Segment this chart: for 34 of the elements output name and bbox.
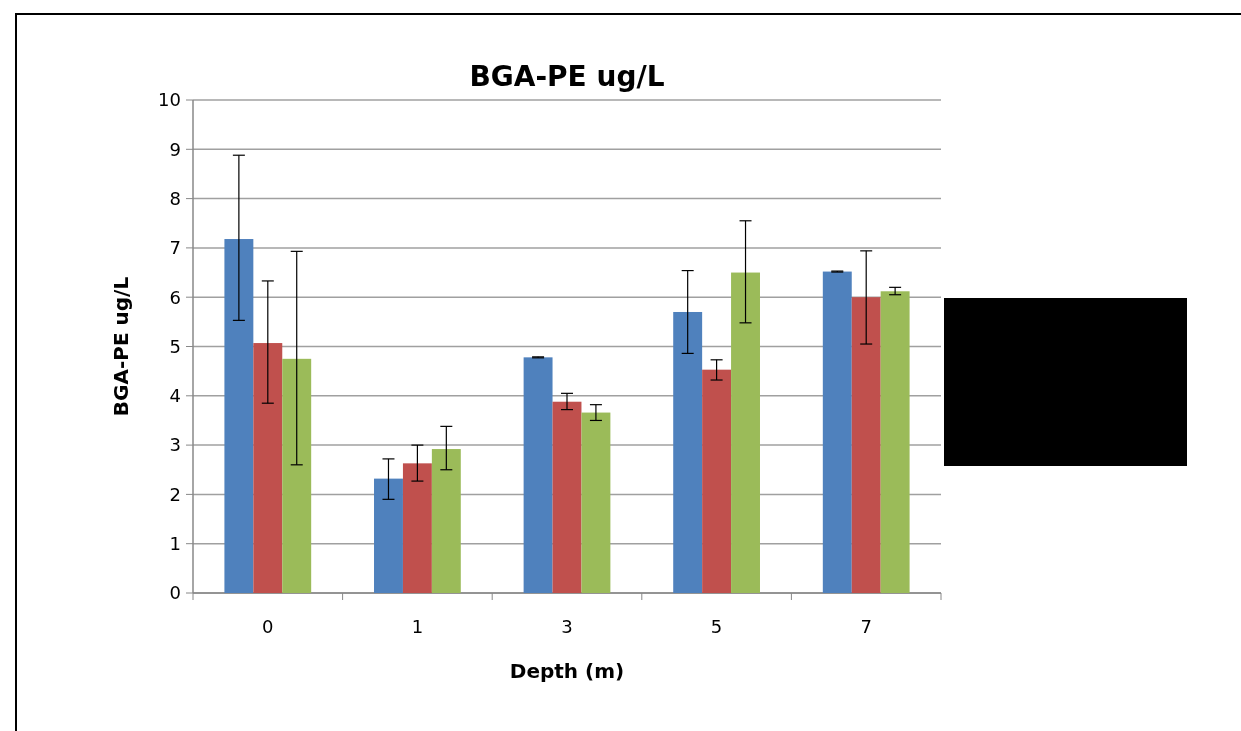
bar [431, 449, 461, 593]
x-tick-label: 5 [710, 616, 723, 637]
x-tick-label: 7 [860, 616, 872, 637]
y-tick-label: 0 [169, 582, 181, 604]
x-tick-label: 0 [262, 616, 274, 637]
y-axis-title: BGA-PE ug/L [109, 276, 133, 417]
y-tick-label: 9 [169, 138, 181, 160]
bar [253, 343, 283, 593]
bar [731, 272, 760, 593]
bar [224, 239, 254, 593]
bar [402, 463, 432, 593]
x-axis-title: Depth (m) [509, 659, 625, 683]
bar [523, 357, 553, 593]
bar [552, 401, 582, 593]
y-tick-label: 8 [169, 187, 181, 209]
y-tick-label: 3 [169, 434, 181, 456]
y-tick-label: 4 [169, 385, 181, 407]
chart-title: BGA-PE ug/L [469, 60, 665, 93]
y-tick-label: 10 [158, 89, 181, 111]
x-tick-label: 1 [411, 616, 424, 637]
y-tick-label: 2 [169, 483, 181, 505]
y-tick-label: 7 [169, 237, 181, 259]
bar [374, 478, 403, 593]
bar [581, 412, 611, 593]
y-tick-label: 6 [169, 286, 181, 308]
y-tick-label: 1 [169, 533, 181, 554]
bar [702, 369, 732, 593]
x-tick-label: 3 [561, 616, 573, 637]
y-tick-label: 5 [169, 335, 181, 357]
bar [851, 297, 881, 593]
bar [673, 311, 703, 593]
bar [282, 358, 312, 593]
bar [880, 291, 910, 593]
bar [822, 271, 852, 593]
